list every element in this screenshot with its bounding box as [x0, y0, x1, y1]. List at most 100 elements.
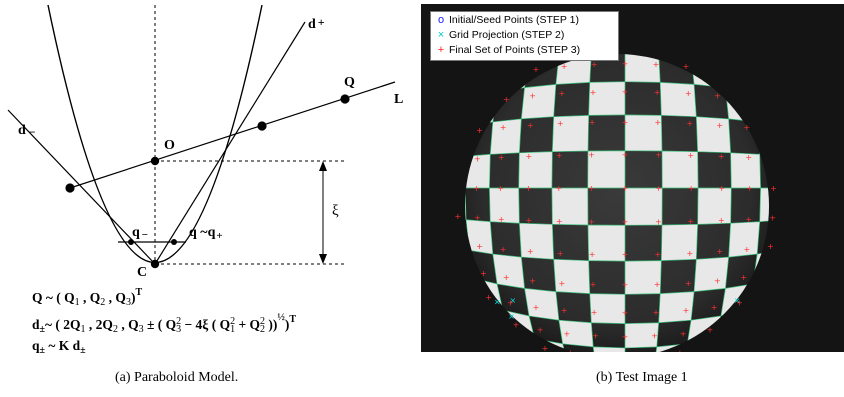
grid-point: +	[685, 279, 692, 288]
grid-point: +	[683, 62, 690, 71]
grid-point: +	[542, 344, 549, 352]
checker-square	[693, 256, 730, 293]
line-d-plus	[154, 21, 306, 265]
grid-point: +	[588, 151, 595, 160]
grid-point: +	[525, 184, 532, 193]
label-d-plus: d +	[308, 15, 325, 32]
grid-point: +	[590, 280, 597, 289]
checker-square	[518, 151, 553, 189]
grid-point: +	[556, 184, 563, 193]
grid-point: +	[525, 152, 532, 161]
grid-point: +	[716, 247, 723, 256]
grid-point: ×	[494, 298, 501, 307]
point-C	[150, 259, 160, 269]
grid-point: +	[745, 215, 752, 224]
grid-point: +	[527, 247, 534, 256]
grid-point: +	[561, 62, 568, 71]
label-d-minus: d −	[18, 123, 36, 139]
grid-point: +	[529, 276, 536, 285]
label-q-plus: q ~q+	[189, 225, 223, 242]
grid-point: +	[503, 95, 510, 104]
grid-point: +	[500, 245, 507, 254]
grid-point: +	[480, 269, 487, 278]
grid-point: +	[744, 123, 751, 132]
grid-point: +	[497, 184, 504, 193]
grid-point: +	[558, 89, 565, 98]
equation-Q: Q ~ ( Q1 , Q2 , Q3)T	[32, 287, 142, 308]
grid-point: +	[564, 329, 571, 338]
grid-point: +	[718, 184, 725, 193]
grid-point: ×	[734, 296, 741, 305]
grid-point: +	[685, 89, 692, 98]
caption-a: (a) Paraboloid Model.	[115, 370, 239, 385]
grid-point: +	[498, 215, 505, 224]
checker-square	[553, 258, 591, 295]
equation-d: d±~ ( 2Q1 , 2Q2 , Q3 ± ( Q32 − 4ξ ( Q12 …	[32, 312, 296, 335]
grid-point: +	[537, 326, 544, 335]
checker-square	[624, 260, 662, 295]
grid-point: +	[474, 214, 481, 223]
equation-q: q± ~ K d±	[32, 338, 86, 356]
point-intersect-left	[65, 183, 75, 193]
grid-point: +	[622, 308, 629, 317]
grid-point: +	[716, 121, 723, 130]
grid-point: +	[591, 308, 598, 317]
grid-point: +	[589, 250, 596, 259]
grid-point: +	[680, 329, 687, 338]
grid-point: +	[622, 250, 629, 259]
checker-square	[588, 81, 626, 116]
label-xi: ξ	[332, 203, 339, 219]
grid-point: +	[503, 273, 510, 282]
caption-b: (b) Test Image 1	[596, 370, 688, 385]
grid-point: +	[507, 298, 514, 307]
grid-point: +	[714, 92, 721, 101]
grid-points: × × × + + + + + + + + + + + + + + + + + + + + + + + + + + + + + + + + + + + + +…	[454, 60, 776, 352]
point-O	[150, 156, 160, 166]
grid-point: +	[557, 119, 564, 128]
grid-point: +	[622, 60, 629, 69]
grid-point: +	[687, 217, 694, 226]
equations: Q ~ ( Q1 , Q2 , Q3)T d±~ ( 2Q1 , 2Q2 , Q…	[32, 287, 296, 356]
grid-point: +	[686, 249, 693, 258]
plus-marker-icon: +	[437, 44, 445, 56]
grid-point: +	[557, 249, 564, 258]
checker-square	[695, 116, 732, 154]
grid-point: +	[707, 326, 714, 335]
grid-point: +	[769, 214, 776, 223]
grid-point: +	[500, 123, 507, 132]
grid-point: +	[454, 212, 461, 221]
grid-point: +	[745, 153, 752, 162]
checker-square	[759, 187, 769, 223]
grid-point: +	[683, 306, 690, 315]
checker-square	[592, 346, 626, 352]
label-q-minus: q −	[132, 225, 148, 241]
legend: o Initial/Seed Points (STEP 1) × Grid Pr…	[430, 11, 619, 61]
grid-point: +	[736, 298, 743, 307]
grid-point: +	[650, 351, 657, 352]
cross-marker-icon: ×	[437, 29, 445, 41]
grid-point: +	[556, 217, 563, 226]
checker-square	[524, 288, 560, 321]
paraboloid-diagram: d + Q L d − O ξ q − q ~q+ C Q ~ ( Q1 , Q2 ,…	[7, 4, 403, 356]
grid-point: +	[622, 118, 629, 127]
grid-point: +	[594, 351, 601, 352]
grid-point: +	[655, 250, 662, 259]
grid-point: ×	[510, 296, 517, 305]
grid-point: +	[655, 217, 662, 226]
grid-point: +	[591, 60, 598, 69]
grid-point: +	[711, 303, 718, 312]
grid-point: +	[655, 118, 662, 127]
grid-point: +	[622, 281, 629, 290]
label-Q: Q	[344, 75, 355, 90]
grid-point: +	[473, 184, 480, 193]
grid-point: +	[740, 273, 747, 282]
legend-label: Grid Projection (STEP 2)	[449, 29, 565, 41]
grid-point: +	[744, 245, 751, 254]
circle-marker-icon: o	[437, 14, 445, 26]
grid-point: +	[525, 216, 532, 225]
grid-point: +	[770, 184, 777, 193]
legend-label: Initial/Seed Points (STEP 1)	[449, 14, 579, 26]
grid-point: +	[485, 293, 492, 302]
point-q-plus	[171, 239, 177, 245]
grid-point: +	[590, 88, 597, 97]
